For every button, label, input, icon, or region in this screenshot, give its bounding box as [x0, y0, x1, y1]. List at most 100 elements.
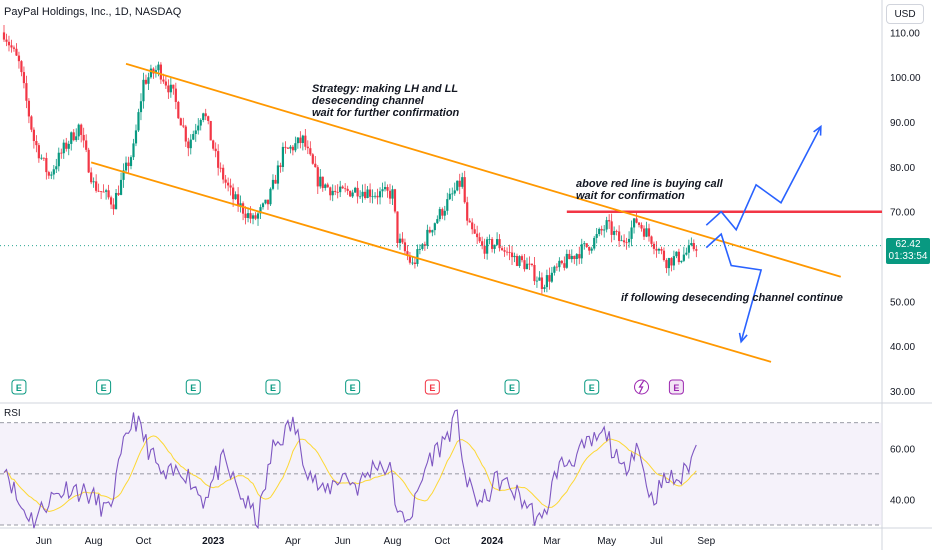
candle-body [299, 137, 302, 144]
candle-body [132, 143, 135, 158]
candle-body [147, 77, 150, 84]
candle-body [383, 187, 387, 190]
candle-body [311, 154, 314, 164]
candle-body [647, 228, 651, 237]
candle-body [356, 187, 359, 197]
candle-body [10, 45, 13, 48]
candle-body [85, 140, 88, 150]
candle-body [109, 197, 113, 205]
earnings-marker-0 [11, 379, 27, 395]
candle-body [513, 255, 516, 258]
candle-body [657, 248, 661, 251]
candle-body [144, 79, 148, 84]
candle-body [321, 176, 324, 189]
candle-body [15, 48, 18, 56]
candle-body [463, 177, 466, 203]
candle-body [187, 141, 190, 149]
strategy-line-1: Strategy: making LH and LL [312, 83, 459, 95]
time-axis-tick-7: Oct [435, 536, 451, 547]
candle-body [40, 157, 43, 159]
candle-body [25, 83, 28, 101]
candle-body [486, 239, 489, 254]
rsi-axis-tick-0: 60.00 [890, 444, 915, 455]
candle-body [269, 188, 272, 205]
candle-body [55, 166, 58, 170]
candle-body [665, 260, 668, 269]
candle-body [428, 229, 431, 233]
candle-body [62, 142, 65, 154]
candle-body [32, 129, 35, 142]
candle-body [27, 100, 31, 117]
candle-body [446, 199, 449, 211]
rsi-axis-tick-1: 40.00 [890, 495, 915, 506]
candle-body [555, 266, 558, 268]
earnings-marker-label-9: E [673, 383, 679, 393]
candle-body [530, 263, 534, 265]
time-axis-tick-10: May [597, 536, 616, 547]
candle-body [105, 190, 108, 192]
candle-body [167, 85, 170, 93]
candle-body [478, 237, 481, 242]
time-axis-tick-9: Mar [543, 536, 561, 547]
earnings-marker-label-7: E [589, 383, 595, 393]
earnings-marker-label-5: E [429, 383, 435, 393]
candle-body [60, 152, 63, 154]
candle-body [12, 47, 16, 49]
candle-body [373, 195, 377, 197]
candle-body [448, 193, 451, 200]
candle-body [630, 227, 633, 239]
candle-body [229, 185, 232, 188]
continue-annotation: if following desecending channel continu… [621, 292, 843, 304]
candle-body [309, 148, 312, 155]
candle-body [364, 191, 367, 198]
candle-body [675, 251, 678, 257]
earnings-marker-5 [424, 379, 440, 395]
candle-body [37, 145, 40, 159]
candle-body [219, 167, 222, 169]
projection-down-path-arrowhead [738, 332, 748, 344]
candle-body [682, 254, 685, 261]
candle-body [274, 179, 277, 184]
candle-body [192, 134, 195, 140]
time-axis-tick-5: Jun [335, 536, 351, 547]
candle-body [90, 172, 93, 183]
candle-body [100, 191, 103, 192]
candle-body [174, 88, 177, 102]
currency-selector[interactable]: USD [886, 4, 924, 24]
candle-body [241, 203, 245, 214]
candle-body [640, 224, 643, 229]
price-axis-tick-0: 110.00 [890, 28, 920, 39]
candle-body [281, 146, 285, 168]
candle-body [642, 228, 646, 237]
candle-body [451, 193, 454, 195]
candle-body [605, 220, 608, 230]
time-axis-tick-11: Jul [650, 536, 663, 547]
candle-body [249, 213, 252, 219]
candle-body [5, 39, 8, 42]
candle-body [361, 191, 364, 197]
candle-body [217, 151, 220, 168]
channel-lower-line [90, 161, 772, 363]
candle-body [42, 157, 45, 159]
time-axis-tick-2: Oct [136, 536, 152, 547]
candle-body [75, 136, 78, 141]
candle-body [172, 84, 175, 89]
red-line-annotation: above red line is buying call wait for c… [576, 178, 723, 202]
candle-body [568, 253, 571, 260]
candle-body [184, 126, 187, 142]
candle-body [52, 169, 55, 175]
candle-body [588, 246, 591, 251]
candle-body [344, 188, 347, 190]
candle-body [503, 250, 506, 252]
candle-body [692, 243, 695, 250]
candle-body [207, 116, 210, 121]
candle-body [632, 218, 636, 228]
candle-body [500, 248, 504, 251]
candle-body [545, 275, 548, 288]
candle-body [476, 233, 479, 238]
candle-body [498, 239, 501, 249]
candle-body [45, 158, 48, 173]
candle-body [22, 72, 26, 84]
chart-title: PayPal Holdings, Inc., 1D, NASDAQ [4, 6, 182, 18]
